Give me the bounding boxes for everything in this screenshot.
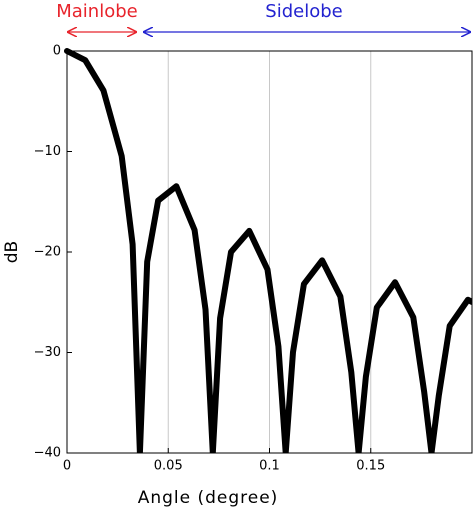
x-tick-label: 0.1: [259, 459, 280, 474]
y-tick-label: −30: [34, 345, 61, 360]
x-tick-label: 0: [63, 459, 71, 474]
y-tick-label: −20: [34, 245, 61, 260]
x-tick-label: 0.15: [356, 459, 385, 474]
data-line: [64, 48, 472, 453]
y-tick-label: 0: [53, 44, 61, 59]
annotation: Mainlobe: [56, 1, 137, 22]
y-tick-label: −40: [34, 446, 61, 461]
x-axis-label: Angle (degree): [138, 488, 279, 508]
plot-frame: [66, 50, 473, 454]
y-tick-label: −10: [34, 144, 61, 159]
y-axis-label: dB: [2, 241, 22, 263]
x-tick-label: 0.05: [154, 459, 183, 474]
annotation: Sidelobe: [265, 1, 342, 22]
